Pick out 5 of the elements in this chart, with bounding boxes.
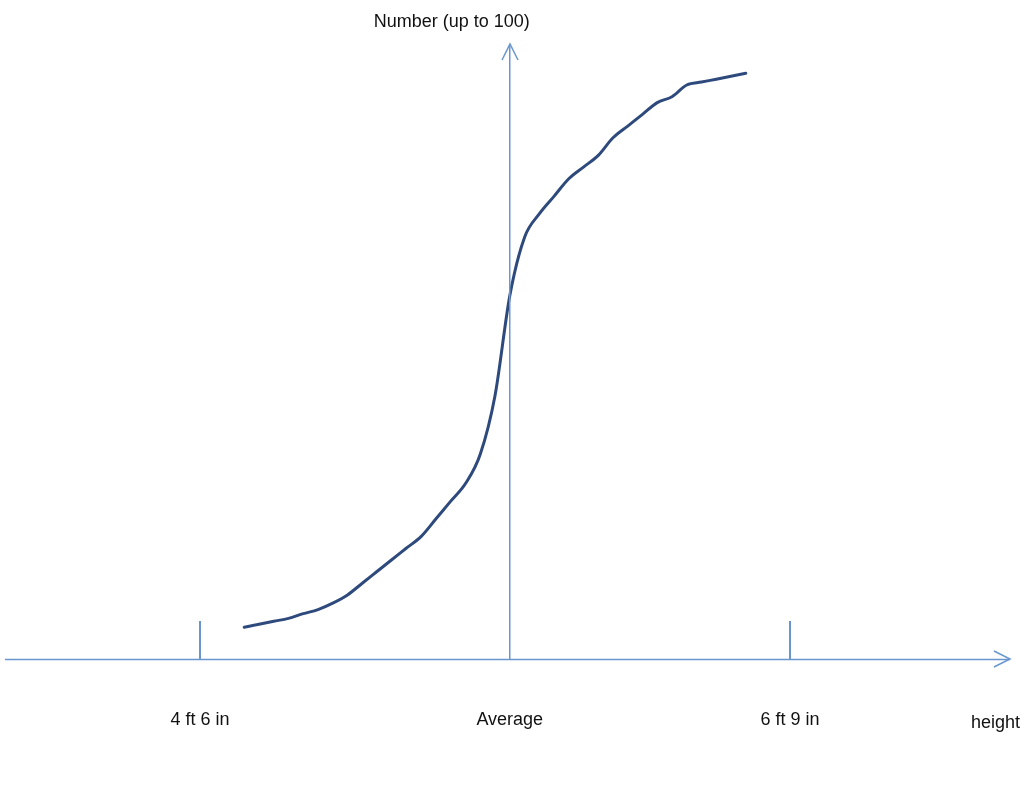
x-tick-label: 4 ft 6 in	[170, 709, 230, 730]
x-tick-label: Average	[476, 709, 544, 730]
x-tick-label: 6 ft 9 in	[760, 709, 820, 730]
text: height	[970, 712, 1020, 733]
y-axis-title: Number (up to 100)	[373, 10, 530, 31]
